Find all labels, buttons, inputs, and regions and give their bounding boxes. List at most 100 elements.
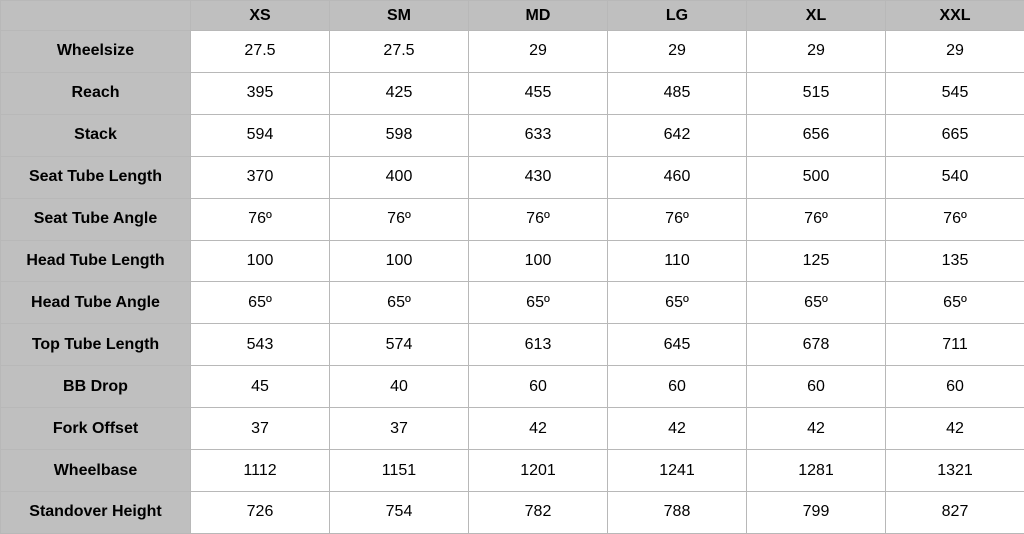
row-header: BB Drop	[1, 366, 191, 408]
cell: 37	[330, 408, 469, 450]
cell: 645	[608, 324, 747, 366]
cell: 1281	[747, 450, 886, 492]
cell: 60	[469, 366, 608, 408]
cell: 65º	[330, 282, 469, 324]
row-header: Wheelbase	[1, 450, 191, 492]
cell: 110	[608, 240, 747, 282]
table-row: Reach 395 425 455 485 515 545	[1, 72, 1024, 114]
cell: 76º	[469, 198, 608, 240]
cell: 574	[330, 324, 469, 366]
cell: 100	[469, 240, 608, 282]
cell: 642	[608, 114, 747, 156]
cell: 76º	[330, 198, 469, 240]
table-row: BB Drop 45 40 60 60 60 60	[1, 366, 1024, 408]
cell: 500	[747, 156, 886, 198]
cell: 76º	[747, 198, 886, 240]
cell: 633	[469, 114, 608, 156]
cell: 76º	[886, 198, 1024, 240]
cell: 1201	[469, 450, 608, 492]
cell: 726	[191, 491, 330, 533]
row-header: Top Tube Length	[1, 324, 191, 366]
cell: 455	[469, 72, 608, 114]
cell: 100	[191, 240, 330, 282]
table-row: Head Tube Length 100 100 100 110 125 135	[1, 240, 1024, 282]
cell: 543	[191, 324, 330, 366]
cell: 594	[191, 114, 330, 156]
cell: 1112	[191, 450, 330, 492]
cell: 1241	[608, 450, 747, 492]
table-row: Wheelbase 1112 1151 1201 1241 1281 1321	[1, 450, 1024, 492]
row-header: Fork Offset	[1, 408, 191, 450]
cell: 782	[469, 491, 608, 533]
row-header: Head Tube Length	[1, 240, 191, 282]
col-header: LG	[608, 1, 747, 31]
cell: 656	[747, 114, 886, 156]
cell: 42	[886, 408, 1024, 450]
cell: 711	[886, 324, 1024, 366]
cell: 754	[330, 491, 469, 533]
cell: 27.5	[191, 31, 330, 73]
row-header: Head Tube Angle	[1, 282, 191, 324]
cell: 29	[747, 31, 886, 73]
table-row: Seat Tube Length 370 400 430 460 500 540	[1, 156, 1024, 198]
table-row: Wheelsize 27.5 27.5 29 29 29 29	[1, 31, 1024, 73]
cell: 29	[469, 31, 608, 73]
cell: 76º	[608, 198, 747, 240]
cell: 65º	[608, 282, 747, 324]
cell: 395	[191, 72, 330, 114]
cell: 65º	[469, 282, 608, 324]
table-row: Head Tube Angle 65º 65º 65º 65º 65º 65º	[1, 282, 1024, 324]
cell: 60	[608, 366, 747, 408]
row-header: Seat Tube Length	[1, 156, 191, 198]
geometry-table: XS SM MD LG XL XXL Wheelsize 27.5 27.5 2…	[0, 0, 1024, 534]
cell: 485	[608, 72, 747, 114]
cell: 29	[886, 31, 1024, 73]
cell: 65º	[747, 282, 886, 324]
table-row: Top Tube Length 543 574 613 645 678 711	[1, 324, 1024, 366]
row-header: Wheelsize	[1, 31, 191, 73]
cell: 60	[886, 366, 1024, 408]
col-header: XL	[747, 1, 886, 31]
cell: 1151	[330, 450, 469, 492]
table-row: Seat Tube Angle 76º 76º 76º 76º 76º 76º	[1, 198, 1024, 240]
cell: 430	[469, 156, 608, 198]
cell: 613	[469, 324, 608, 366]
row-header: Reach	[1, 72, 191, 114]
cell: 76º	[191, 198, 330, 240]
table-row: Fork Offset 37 37 42 42 42 42	[1, 408, 1024, 450]
cell: 135	[886, 240, 1024, 282]
cell: 598	[330, 114, 469, 156]
cell: 665	[886, 114, 1024, 156]
cell: 678	[747, 324, 886, 366]
cell: 1321	[886, 450, 1024, 492]
col-header: XXL	[886, 1, 1024, 31]
cell: 460	[608, 156, 747, 198]
cell: 29	[608, 31, 747, 73]
cell: 827	[886, 491, 1024, 533]
cell: 60	[747, 366, 886, 408]
cell: 65º	[191, 282, 330, 324]
cell: 27.5	[330, 31, 469, 73]
col-header: SM	[330, 1, 469, 31]
cell: 799	[747, 491, 886, 533]
cell: 400	[330, 156, 469, 198]
cell: 125	[747, 240, 886, 282]
cell: 425	[330, 72, 469, 114]
col-header: XS	[191, 1, 330, 31]
corner-cell	[1, 1, 191, 31]
cell: 100	[330, 240, 469, 282]
col-header: MD	[469, 1, 608, 31]
cell: 370	[191, 156, 330, 198]
cell: 65º	[886, 282, 1024, 324]
cell: 40	[330, 366, 469, 408]
cell: 37	[191, 408, 330, 450]
header-row: XS SM MD LG XL XXL	[1, 1, 1024, 31]
cell: 42	[747, 408, 886, 450]
cell: 788	[608, 491, 747, 533]
row-header: Stack	[1, 114, 191, 156]
cell: 42	[608, 408, 747, 450]
cell: 45	[191, 366, 330, 408]
row-header: Seat Tube Angle	[1, 198, 191, 240]
row-header: Standover Height	[1, 491, 191, 533]
table-row: Stack 594 598 633 642 656 665	[1, 114, 1024, 156]
